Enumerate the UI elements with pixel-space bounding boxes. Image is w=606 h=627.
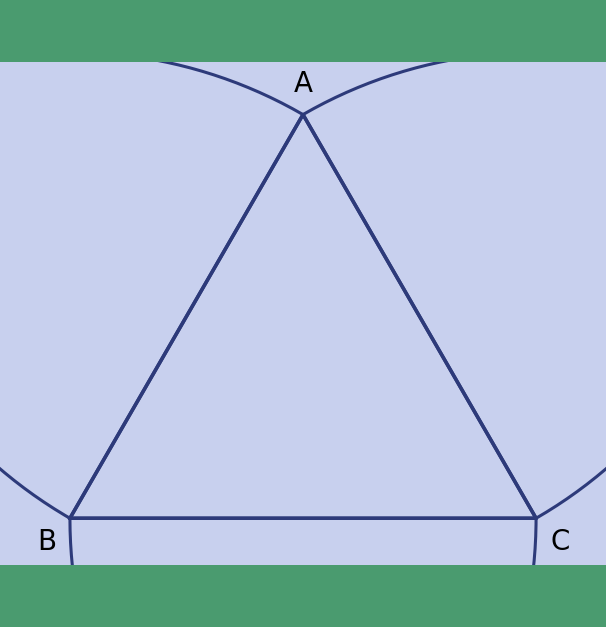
Text: C: C [550,527,570,556]
Text: B: B [37,527,56,556]
Text: A: A [293,70,313,98]
